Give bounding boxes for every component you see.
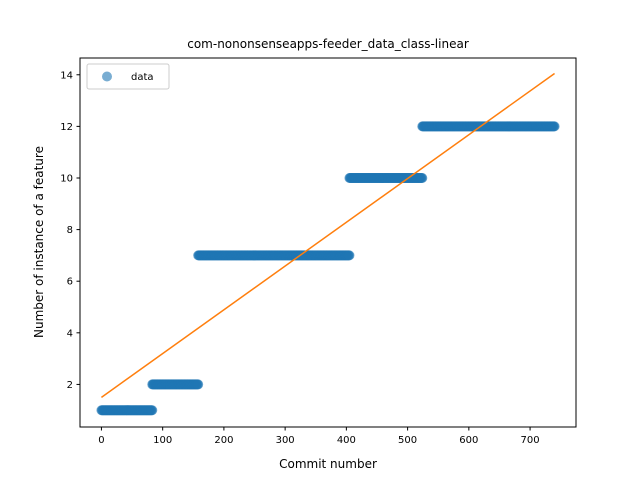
legend-box	[86, 63, 170, 90]
y-tick-label: 2	[67, 380, 73, 391]
y-tick-label: 12	[60, 122, 73, 133]
x-tick-label: 400	[337, 435, 356, 446]
y-tick-label: 4	[67, 328, 73, 339]
legend-label-data: data	[131, 72, 154, 83]
x-tick-label: 500	[398, 435, 417, 446]
x-axis-ticks: 0 100 200 300 400 500 600 700	[98, 427, 540, 446]
y-tick-label: 6	[67, 277, 73, 288]
y-tick-label: 8	[67, 225, 73, 236]
data-point	[147, 405, 158, 416]
y-axis-label: Number of instance of a feature	[32, 146, 46, 338]
legend-marker-data	[102, 71, 112, 82]
x-tick-label: 200	[214, 435, 233, 446]
y-tick-label: 10	[60, 173, 73, 184]
data-point	[193, 379, 204, 390]
data-series-points	[96, 121, 560, 416]
chart-title: com-nononsenseapps-feeder_data_class-lin…	[187, 37, 469, 51]
x-tick-label: 100	[153, 435, 172, 446]
data-point	[417, 172, 428, 183]
data-point	[344, 250, 355, 261]
x-axis-label: Commit number	[279, 457, 377, 471]
x-tick-label: 600	[459, 435, 478, 446]
x-tick-label: 300	[276, 435, 295, 446]
legend: data	[86, 63, 170, 90]
y-tick-label: 14	[60, 70, 73, 81]
fit-line	[100, 72, 556, 398]
x-tick-label: 700	[521, 435, 540, 446]
x-tick-label: 0	[98, 435, 104, 446]
data-point	[549, 121, 560, 132]
y-axis-ticks: 2 4 6 8 10 12 14	[60, 70, 80, 391]
plot-area	[79, 57, 577, 428]
fit-line-group	[100, 72, 556, 398]
